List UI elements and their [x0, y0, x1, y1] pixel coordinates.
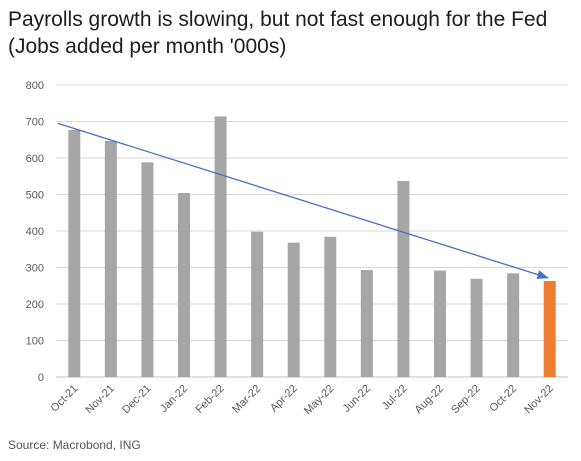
bar: [507, 273, 520, 377]
y-tick-label: 300: [26, 263, 44, 275]
bar: [68, 129, 81, 377]
bar: [141, 162, 154, 377]
chart-title: Payrolls growth is slowing, but not fast…: [8, 8, 548, 31]
bar: [360, 270, 373, 377]
x-tick-label: Apr-22: [268, 383, 300, 415]
y-tick-label: 800: [26, 80, 44, 92]
x-tick-label: Sep-22: [449, 383, 483, 417]
y-tick-label: 0: [38, 372, 44, 384]
x-tick-label: Jun-22: [341, 383, 373, 415]
chart-title-block: Payrolls growth is slowing, but not fast…: [8, 6, 547, 60]
bar: [178, 193, 190, 377]
bar: [104, 140, 117, 377]
x-tick-label: Jul-22: [380, 383, 410, 413]
x-tick-label: Mar-22: [230, 383, 263, 416]
trend-arrow: [57, 122, 549, 279]
x-tick-label: Oct-21: [49, 383, 81, 415]
bar: [251, 231, 264, 377]
x-tick-label: Feb-22: [194, 383, 227, 416]
y-tick-label: 400: [26, 226, 44, 238]
y-tick-label: 700: [26, 117, 44, 129]
y-tick-label: 100: [26, 336, 44, 348]
y-tick-label: 500: [26, 190, 44, 202]
x-tick-label: Nov-21: [83, 383, 117, 417]
bar: [470, 278, 483, 377]
y-tick-label: 600: [26, 153, 44, 165]
source-note: Source: Macrobond, ING: [8, 438, 141, 452]
chart-subtitle: (Jobs added per month '000s): [8, 35, 287, 58]
bar: [287, 242, 300, 377]
bar: [324, 236, 337, 377]
bar: [214, 116, 227, 377]
bar: [434, 270, 446, 377]
bar: [543, 281, 556, 377]
x-tick-label: Nov-22: [522, 383, 556, 417]
bar: [397, 180, 410, 377]
x-tick-label: Aug-22: [413, 383, 447, 417]
x-tick-label: Dec-21: [120, 383, 154, 417]
x-tick-label: May-22: [302, 383, 336, 417]
x-tick-label: Jan-22: [158, 383, 190, 415]
x-tick-label: Oct-22: [487, 383, 519, 415]
y-tick-label: 200: [26, 299, 44, 311]
